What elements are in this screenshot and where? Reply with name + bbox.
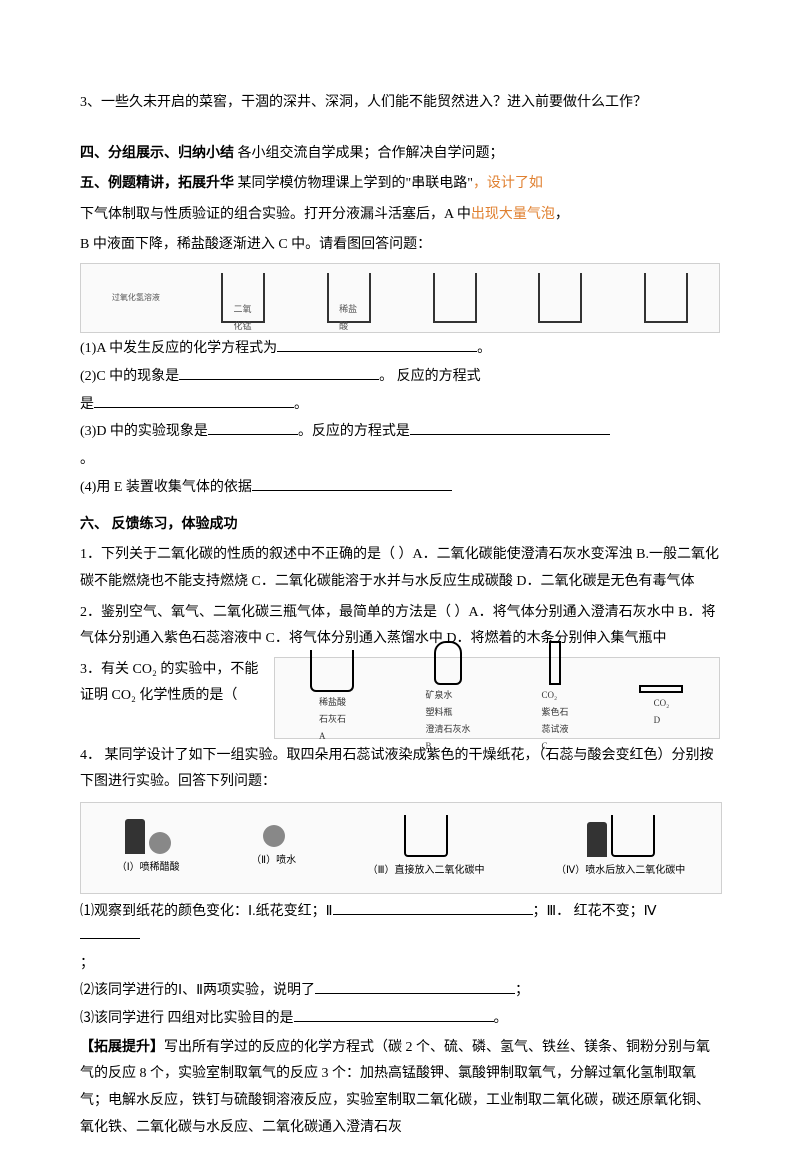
question-6-3-text-a: 3．有关 CO₂ 的实验中，不能 [80, 662, 258, 677]
section-4-line: 四、分组展示、归纳小结 各小组交流自学成果；合作解决自学问题； [80, 141, 720, 168]
question-5-3b: 。 [80, 448, 720, 472]
figure-4-step-1: （Ⅰ）喷稀醋酸 [117, 819, 180, 877]
question-6-3-text-b: 证明 CO₂ 化学性质的是（ [80, 688, 237, 703]
figure-4-step-2: （Ⅱ）喷水 [251, 825, 296, 870]
question-6-3-row: 3．有关 CO₂ 的实验中，不能 证明 CO₂ 化学性质的是（ 稀盐酸 石灰石 … [80, 657, 720, 739]
figure-1-device-e [644, 273, 688, 323]
figure-3-label-a: 稀盐酸 石灰石 A [319, 694, 346, 745]
question-5-3-text: (3)D 中的实验现象是 [80, 424, 208, 439]
question-5-2: (2)C 中的现象是 。 反应的方程式 [80, 365, 720, 389]
question-5-1: (1)A 中发生反应的化学方程式为 。 [80, 337, 720, 361]
blank-6-4-sub2[interactable] [315, 979, 515, 994]
question-6-4-sub1-a: ⑴观察到纸花的颜色变化：Ⅰ.纸花变红；Ⅱ [80, 904, 333, 919]
question-5-2b-text: 是 [80, 397, 94, 412]
question-5-3-mid: 。反应的方程式是 [298, 424, 410, 439]
figure-4-step-3-label: （Ⅲ）直接放入二氧化碳中 [368, 861, 485, 880]
extension-body: 写出所有学过的反应的化学方程式（碳 2 个、硫、磷、氢气、铁丝、镁条、铜粉分别与… [80, 1040, 710, 1135]
figure-1-device-b-sublabel: 稀盐酸 [339, 301, 359, 335]
blank-5-2a[interactable] [179, 365, 379, 380]
extension-heading: 【拓展提升】 [80, 1040, 164, 1055]
figure-1-funnel: 过氧化氢溶液 [112, 290, 160, 305]
question-5-2b: 是。 [80, 393, 720, 417]
figure-3-device-b: 矿泉水 塑料瓶 澄清石灰水 B [425, 641, 470, 755]
question-5-2b-end: 。 [294, 397, 308, 412]
question-6-2: 2．鉴别空气、氧气、二氧化碳三瓶气体，最简单的方法是（ ）A．将气体分别通入澄清… [80, 600, 720, 653]
figure-4-step-4: （Ⅳ）喷水后放入二氧化碳中 [556, 815, 685, 880]
blank-5-2b[interactable] [94, 393, 294, 408]
question-6-1: 1．下列关于二氧化碳的性质的叙述中不正确的是（ ）A．二氧化碳能使澄清石灰水变浑… [80, 542, 720, 595]
question-5-2-text: (2)C 中的现象是 [80, 369, 179, 384]
question-6-4-sub1: ⑴观察到纸花的颜色变化：Ⅰ.纸花变红；Ⅱ ；Ⅲ． 红花不变；Ⅳ [80, 900, 720, 948]
worksheet-page: 3、一些久未开启的菜窖，干涸的深井、深洞，人们能不能贸然进入？进入前要做什么工作… [0, 0, 800, 1175]
figure-4-steps: （Ⅰ）喷稀醋酸 （Ⅱ）喷水 （Ⅲ）直接放入二氧化碳中 （Ⅳ）喷水后放入二氧化碳中 [80, 802, 722, 894]
figure-1-device-d [538, 273, 582, 323]
figure-4-step-1-label: （Ⅰ）喷稀醋酸 [117, 858, 180, 877]
figure-1-device-a: 二氧化锰 [221, 273, 265, 323]
figure-3-apparatus: 稀盐酸 石灰石 A 矿泉水 塑料瓶 澄清石灰水 B CO₂ 紫色石 蕊试液 C … [274, 657, 720, 739]
question-5-1-text: (1)A 中发生反应的化学方程式为 [80, 341, 277, 356]
section-6-heading: 六、 反馈练习，体验成功 [80, 512, 720, 539]
question-3-text: 3、一些久未开启的菜窖，干涸的深井、深洞，人们能不能贸然进入？进入前要做什么工作… [80, 90, 720, 117]
question-6-4-sub3-b: 。 [494, 1011, 508, 1026]
question-6-3-text-block: 3．有关 CO₂ 的实验中，不能 证明 CO₂ 化学性质的是（ [80, 657, 270, 710]
section-5-body-2a: 下气体制取与性质验证的组合实验。打开分液漏斗活塞后，A 中 [80, 207, 471, 222]
figure-1-device-b: 稀盐酸 [327, 273, 371, 323]
blank-6-4-iv[interactable] [80, 924, 140, 939]
section-5-body-1b: ，设计了如 [473, 176, 543, 191]
section-5-body-1a: 某同学模仿物理课上学到的"串联电路" [234, 176, 473, 191]
question-6-4-sub3-a: ⑶该同学进行 四组对比实验目的是 [80, 1011, 294, 1026]
blank-5-3a[interactable] [208, 420, 298, 435]
figure-4-step-4-label: （Ⅳ）喷水后放入二氧化碳中 [556, 861, 685, 880]
figure-3-label-d: CO₂ D [654, 695, 670, 729]
section-5-line-2: 下气体制取与性质验证的组合实验。打开分液漏斗活塞后，A 中出现大量气泡， [80, 202, 720, 229]
question-6-4-sub1c: ； [80, 952, 720, 976]
blank-5-4[interactable] [252, 476, 452, 491]
section-5-heading: 五、例题精讲，拓展升华 [80, 176, 234, 191]
section-4-body: 各小组交流自学成果；合作解决自学问题； [234, 146, 504, 161]
section-5-body-2c: ， [555, 207, 569, 222]
question-5-3: (3)D 中的实验现象是 。反应的方程式是 [80, 420, 720, 444]
spacer [80, 121, 720, 141]
question-5-4-text: (4)用 E 装置收集气体的依据 [80, 480, 252, 495]
section-5-line-3: B 中液面下降，稀盐酸逐渐进入 C 中。请看图回答问题： [80, 232, 720, 259]
figure-1-apparatus-row: 过氧化氢溶液 二氧化锰 稀盐酸 [80, 263, 720, 333]
question-6-4-intro: 4． 某同学设计了如下一组实验。取四朵用石蕊试液染成紫色的干燥纸花，（石蕊与酸会… [80, 743, 720, 796]
blank-6-4-sub3[interactable] [294, 1007, 494, 1022]
figure-3-device-a: 稀盐酸 石灰石 A [310, 650, 354, 745]
question-5-2-mid: 。 反应的方程式 [379, 369, 481, 384]
blank-5-1[interactable] [277, 337, 477, 352]
question-6-4-sub2-b: ； [515, 983, 529, 998]
extension-line: 【拓展提升】写出所有学过的反应的化学方程式（碳 2 个、硫、磷、氢气、铁丝、镁条… [80, 1035, 720, 1141]
section-5-line-1: 五、例题精讲，拓展升华 某同学模仿物理课上学到的"串联电路"，设计了如 [80, 171, 720, 198]
blank-5-3b[interactable] [410, 420, 610, 435]
section-4-heading: 四、分组展示、归纳小结 [80, 146, 234, 161]
figure-3-device-c: CO₂ 紫色石 蕊试液 C [541, 641, 568, 755]
blank-6-4-ii[interactable] [333, 900, 533, 915]
figure-3-device-d: CO₂ D [639, 667, 683, 729]
figure-1-device-c [433, 273, 477, 323]
figure-1-device-a-sublabel: 二氧化锰 [233, 301, 253, 335]
figure-4-step-3: （Ⅲ）直接放入二氧化碳中 [368, 815, 485, 880]
figure-1-funnel-label: 过氧化氢溶液 [112, 290, 160, 305]
question-6-4-sub2: ⑵该同学进行的Ⅰ、Ⅱ两项实验，说明了 ； [80, 979, 720, 1003]
question-5-1-end: 。 [477, 341, 491, 356]
question-5-4: (4)用 E 装置收集气体的依据 [80, 476, 720, 500]
question-6-4-sub2-a: ⑵该同学进行的Ⅰ、Ⅱ两项实验，说明了 [80, 983, 315, 998]
question-6-4-sub1-b: ；Ⅲ． 红花不变；Ⅳ [533, 904, 657, 919]
question-6-4-sub3: ⑶该同学进行 四组对比实验目的是 。 [80, 1007, 720, 1031]
section-5-body-2b: 出现大量气泡 [471, 207, 555, 222]
figure-4-step-2-label: （Ⅱ）喷水 [251, 851, 296, 870]
